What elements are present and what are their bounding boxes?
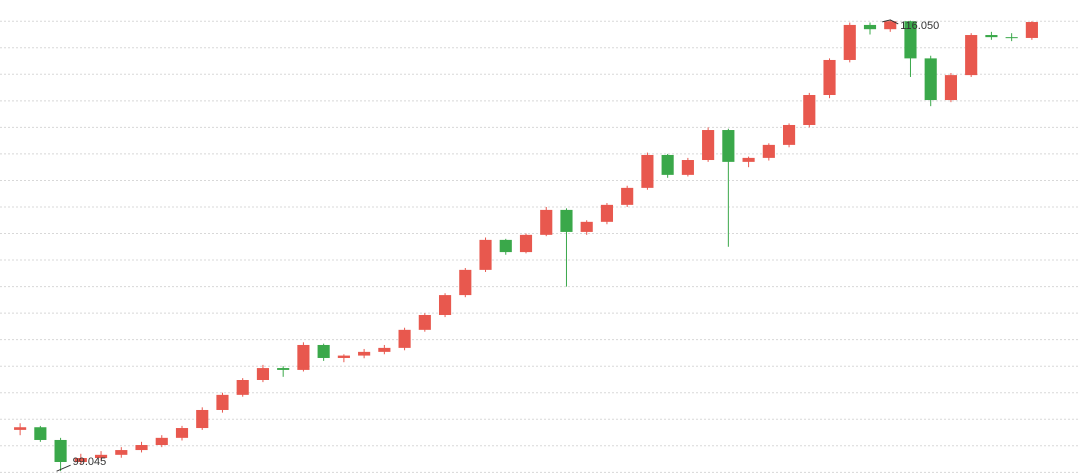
- candle-body: [742, 157, 755, 162]
- candle-body: [135, 445, 148, 451]
- candle-body: [175, 428, 189, 438]
- candle-body: [358, 351, 371, 356]
- candle-body: [479, 239, 492, 270]
- candle-body: [1025, 22, 1038, 38]
- candle-body: [641, 154, 654, 188]
- candle-body: [1005, 37, 1018, 39]
- candle-body: [600, 204, 614, 222]
- candle-body: [863, 24, 877, 30]
- candle-body: [94, 454, 108, 459]
- candle-body: [418, 314, 431, 330]
- low-marker: [56, 464, 71, 472]
- candle-body: [155, 437, 168, 446]
- candle-body: [398, 329, 411, 348]
- candle-body: [722, 130, 735, 162]
- candle-body: [540, 209, 553, 235]
- candle-body: [459, 269, 472, 296]
- candle-body: [337, 355, 350, 358]
- low-annotation: 99.045: [73, 456, 107, 468]
- high-annotation: 116.050: [900, 20, 939, 32]
- candle-body: [580, 221, 593, 232]
- candle-body: [277, 368, 290, 370]
- candle-body: [74, 458, 87, 462]
- candle-body: [904, 21, 917, 59]
- candle-body: [115, 450, 128, 455]
- candle-body: [560, 209, 573, 232]
- candle-body: [702, 130, 715, 161]
- candle-body: [965, 35, 978, 76]
- candle-body: [54, 439, 67, 462]
- candle-body: [317, 344, 330, 358]
- candle-body: [216, 394, 229, 410]
- candle-body: [762, 144, 775, 158]
- candle-body: [236, 380, 249, 395]
- candle-body: [519, 234, 533, 253]
- candle-body: [681, 160, 694, 175]
- candle-body: [782, 124, 796, 145]
- candle-body: [924, 58, 937, 101]
- candle-body: [803, 95, 816, 125]
- candle-body: [661, 154, 674, 175]
- candle-body: [621, 187, 634, 205]
- candle-body: [944, 75, 958, 101]
- candle-body: [499, 239, 512, 253]
- candle-body: [196, 409, 209, 429]
- candle-body: [843, 24, 856, 60]
- candle-body: [985, 35, 998, 38]
- candle-body: [297, 344, 310, 370]
- candle-body: [378, 347, 391, 352]
- candle-body: [14, 427, 27, 430]
- high-marker: [882, 19, 899, 25]
- candle-body: [34, 427, 47, 440]
- candle-body: [256, 368, 270, 380]
- candle-body: [823, 59, 836, 95]
- candle-body: [438, 295, 452, 315]
- candle-body: [884, 21, 897, 30]
